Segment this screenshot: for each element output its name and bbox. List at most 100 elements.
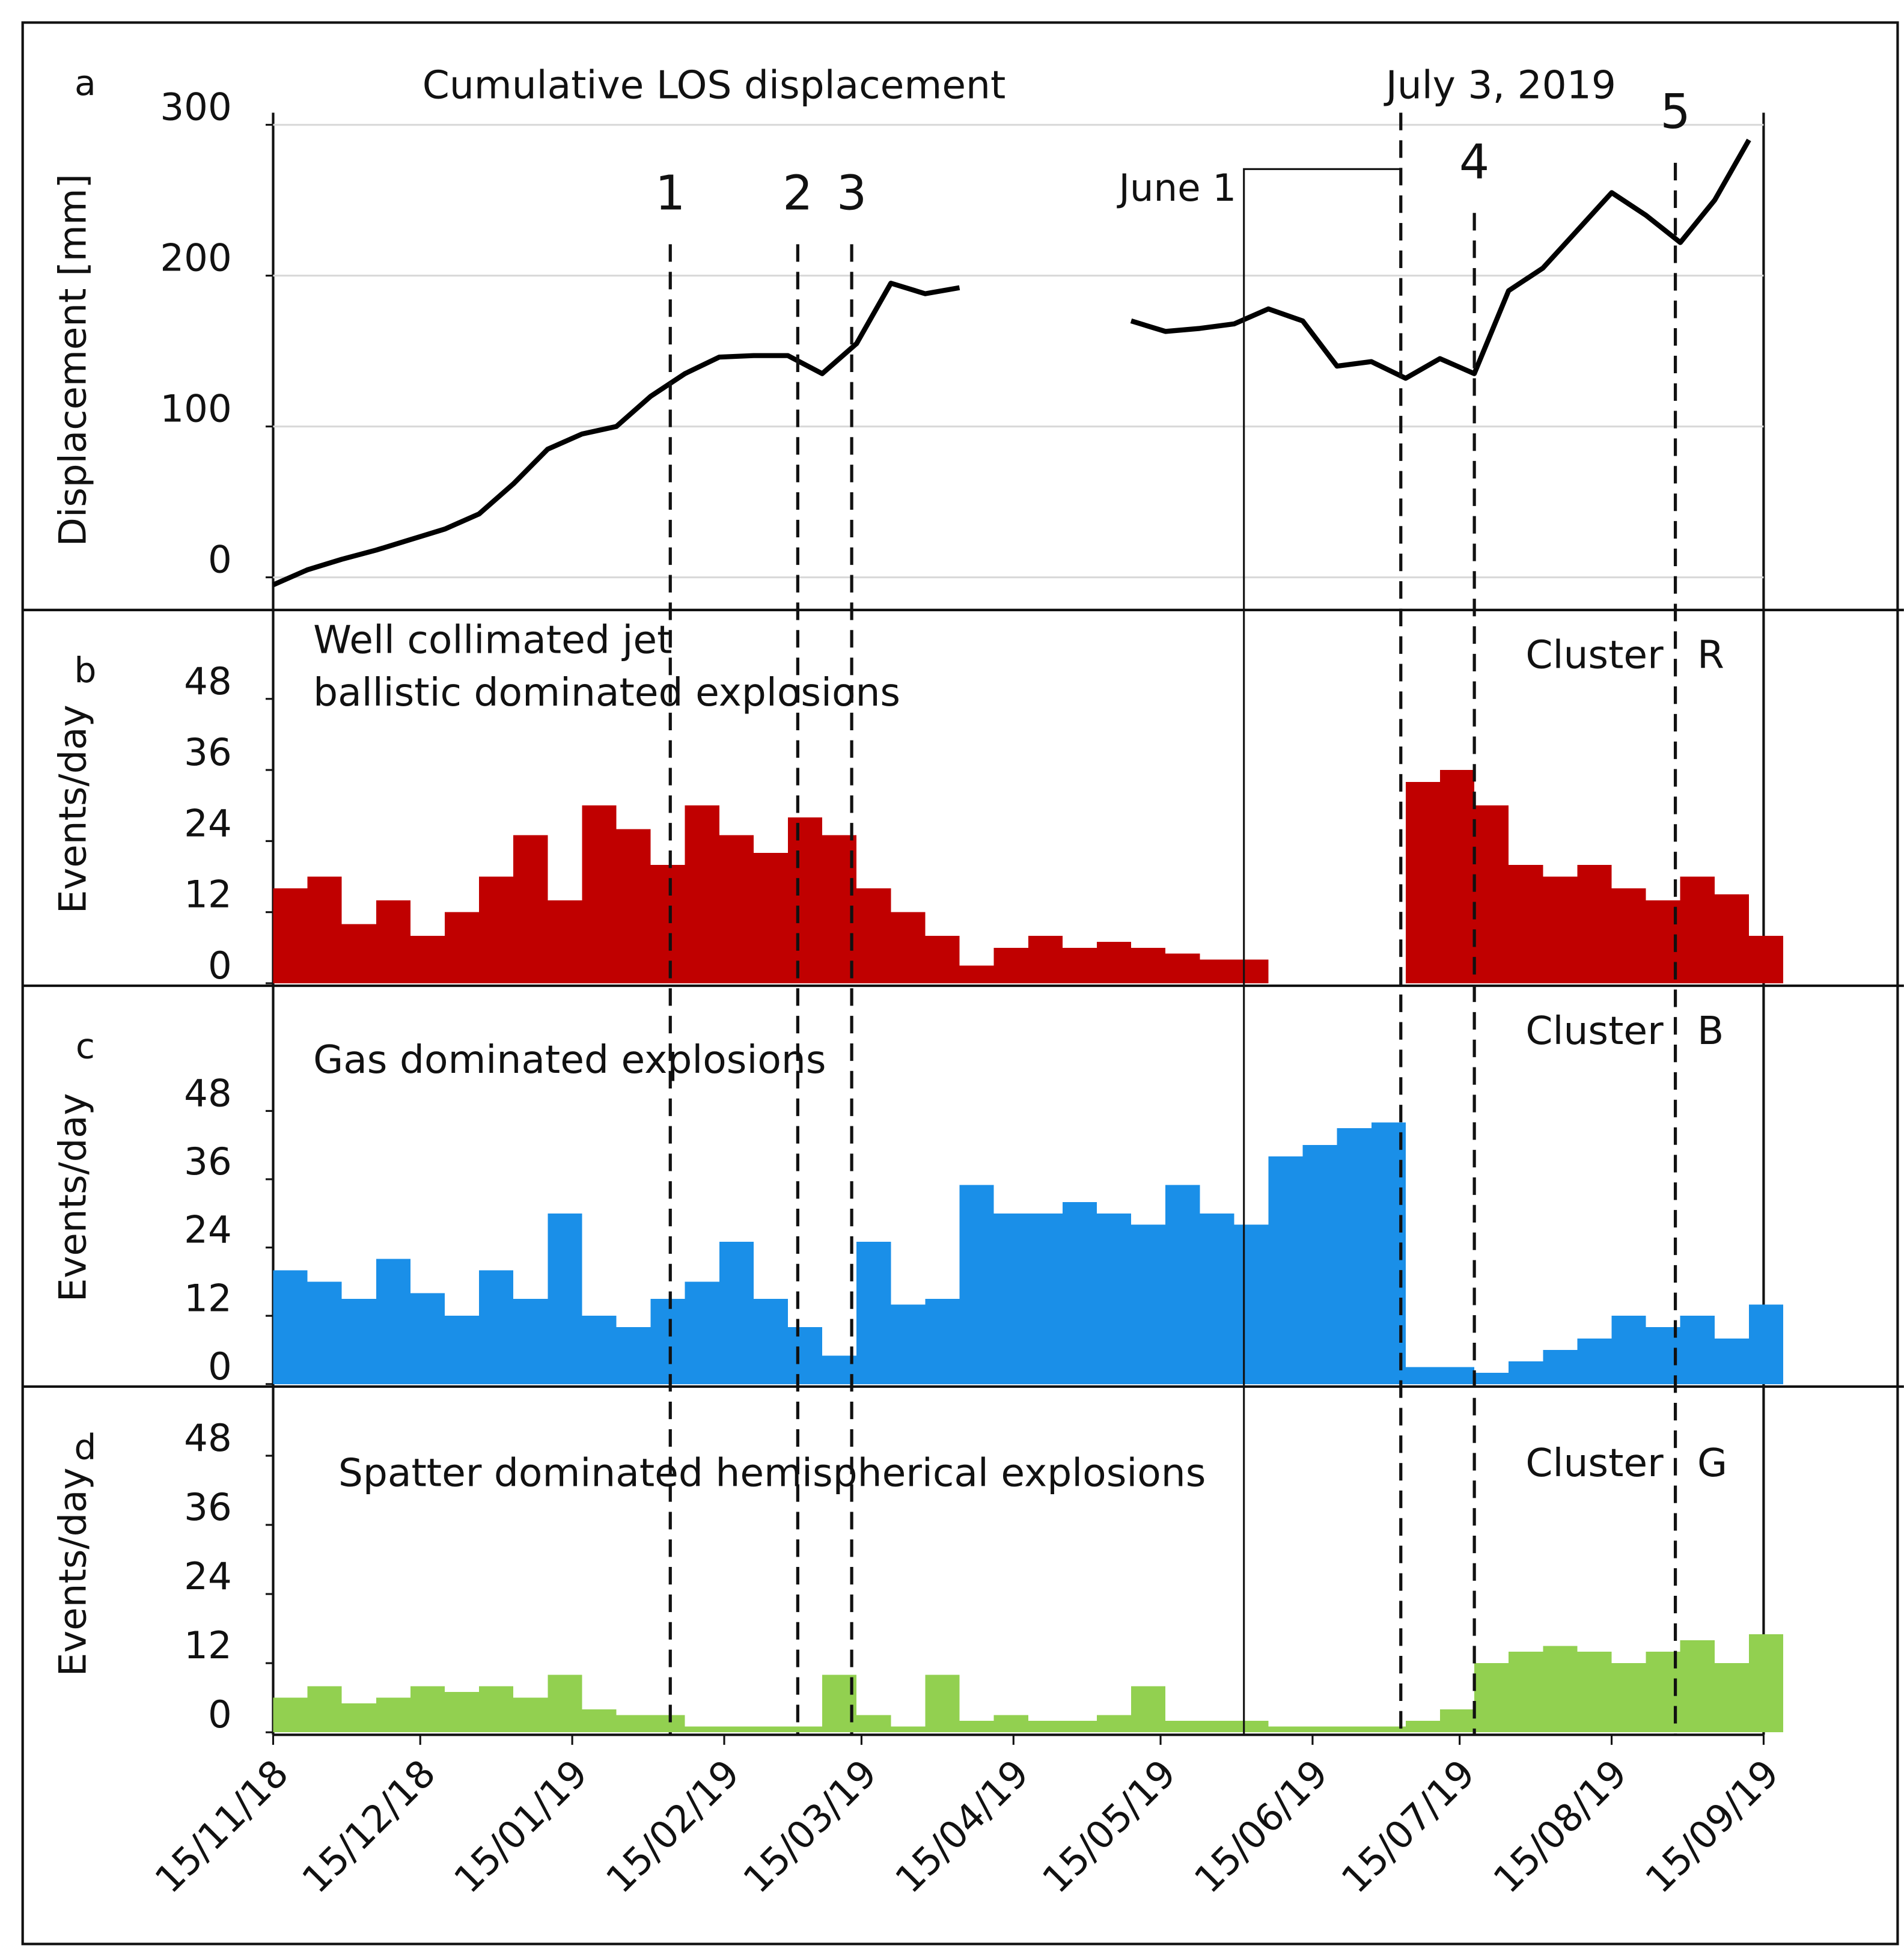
bar (1028, 1213, 1063, 1384)
bar (1440, 1367, 1475, 1384)
bar (1748, 1304, 1784, 1384)
bar (1200, 1720, 1234, 1733)
y-tick-label: 48 (184, 659, 232, 703)
panel-letter: c (76, 1025, 95, 1066)
bar (891, 1304, 926, 1384)
y-tick-label: 100 (160, 387, 231, 431)
y-tick-label: 12 (184, 873, 232, 917)
cluster-name: R (1697, 633, 1724, 678)
bar (1200, 959, 1234, 983)
panel-title: Cumulative LOS displacement (423, 63, 1006, 108)
bar (1131, 1686, 1166, 1733)
bar (582, 1709, 617, 1733)
bar (341, 1298, 376, 1384)
bar (1234, 1720, 1269, 1733)
y-tick-label: 300 (160, 85, 231, 129)
bar (548, 900, 582, 983)
bar (1028, 1720, 1063, 1733)
bar (685, 805, 719, 983)
bar (1543, 876, 1578, 983)
bar (925, 936, 960, 983)
bar (993, 1213, 1028, 1384)
bar (856, 888, 891, 983)
bar (1680, 1640, 1715, 1733)
bar (1028, 936, 1063, 983)
bar (1509, 1361, 1543, 1384)
bar (1302, 1145, 1337, 1384)
window-box (1243, 168, 1401, 1735)
displacement-line (272, 138, 1751, 587)
bar (513, 835, 548, 983)
bar (753, 853, 789, 983)
cluster-prefix: Cluster (1525, 633, 1664, 678)
bar (273, 1270, 308, 1384)
y-tick-label: 0 (208, 1345, 232, 1388)
event-label: 4 (1459, 134, 1489, 190)
bar (1543, 1646, 1578, 1733)
bar (1096, 941, 1132, 983)
bar (513, 1697, 548, 1733)
bar (376, 900, 410, 983)
bar (788, 817, 823, 983)
bar (1474, 1663, 1509, 1733)
bar (1474, 1372, 1509, 1384)
bar (788, 1327, 823, 1384)
bar (1611, 888, 1646, 983)
bar (1577, 1651, 1612, 1733)
x-tick-label: 15/07/19 (1333, 1751, 1483, 1902)
bar (410, 1686, 445, 1733)
bar (1611, 1663, 1646, 1733)
bar (1509, 1651, 1543, 1733)
event-label: 2 (783, 165, 813, 221)
bar (1714, 894, 1749, 983)
bar (1337, 1726, 1372, 1733)
x-tick-label: 15/09/19 (1637, 1751, 1787, 1902)
bar (307, 1686, 342, 1733)
bar (1680, 1316, 1715, 1384)
bar (1714, 1339, 1749, 1384)
window-end-label: July 3, 2019 (1384, 63, 1616, 108)
y-tick-label: 24 (184, 801, 232, 845)
bar (1371, 1726, 1406, 1733)
y-axis-label: Events/day (50, 1093, 94, 1302)
x-tick-label: 15/05/19 (1034, 1751, 1184, 1902)
bar (1543, 1349, 1578, 1384)
bar (1268, 1726, 1303, 1733)
y-tick-label: 24 (184, 1554, 232, 1598)
bar (376, 1697, 410, 1733)
bar (1234, 959, 1269, 983)
bar (1268, 1156, 1303, 1384)
panel-letter: a (75, 63, 96, 103)
bar (1234, 1224, 1269, 1384)
bar (993, 947, 1028, 983)
bar (376, 1259, 410, 1384)
bar (1131, 947, 1166, 983)
bar (719, 1242, 754, 1384)
bar (1714, 1663, 1749, 1733)
bar (1405, 1720, 1441, 1733)
bar (1062, 1201, 1097, 1384)
bar (1748, 1634, 1784, 1733)
bar (993, 1715, 1028, 1733)
panel-letter: d (74, 1426, 96, 1467)
bar (1440, 770, 1475, 983)
bar (1096, 1213, 1132, 1384)
x-tick-label: 15/03/19 (735, 1751, 885, 1902)
bar (445, 1316, 480, 1384)
y-tick-label: 0 (208, 538, 232, 582)
bar (891, 912, 926, 983)
bar (1302, 1726, 1337, 1733)
bar (1509, 864, 1543, 983)
panel-title: Well collimated jet (313, 618, 672, 663)
bar (307, 1281, 342, 1384)
bar (273, 888, 308, 983)
x-tick-label: 15/01/19 (445, 1751, 596, 1902)
y-tick-label: 12 (184, 1276, 232, 1320)
bar (1405, 781, 1441, 983)
bar (616, 829, 651, 983)
cluster-name: B (1697, 1009, 1724, 1054)
panel-letter: b (74, 650, 96, 691)
bar (856, 1715, 891, 1733)
y-tick-label: 200 (160, 236, 231, 280)
y-tick-label: 12 (184, 1623, 232, 1667)
